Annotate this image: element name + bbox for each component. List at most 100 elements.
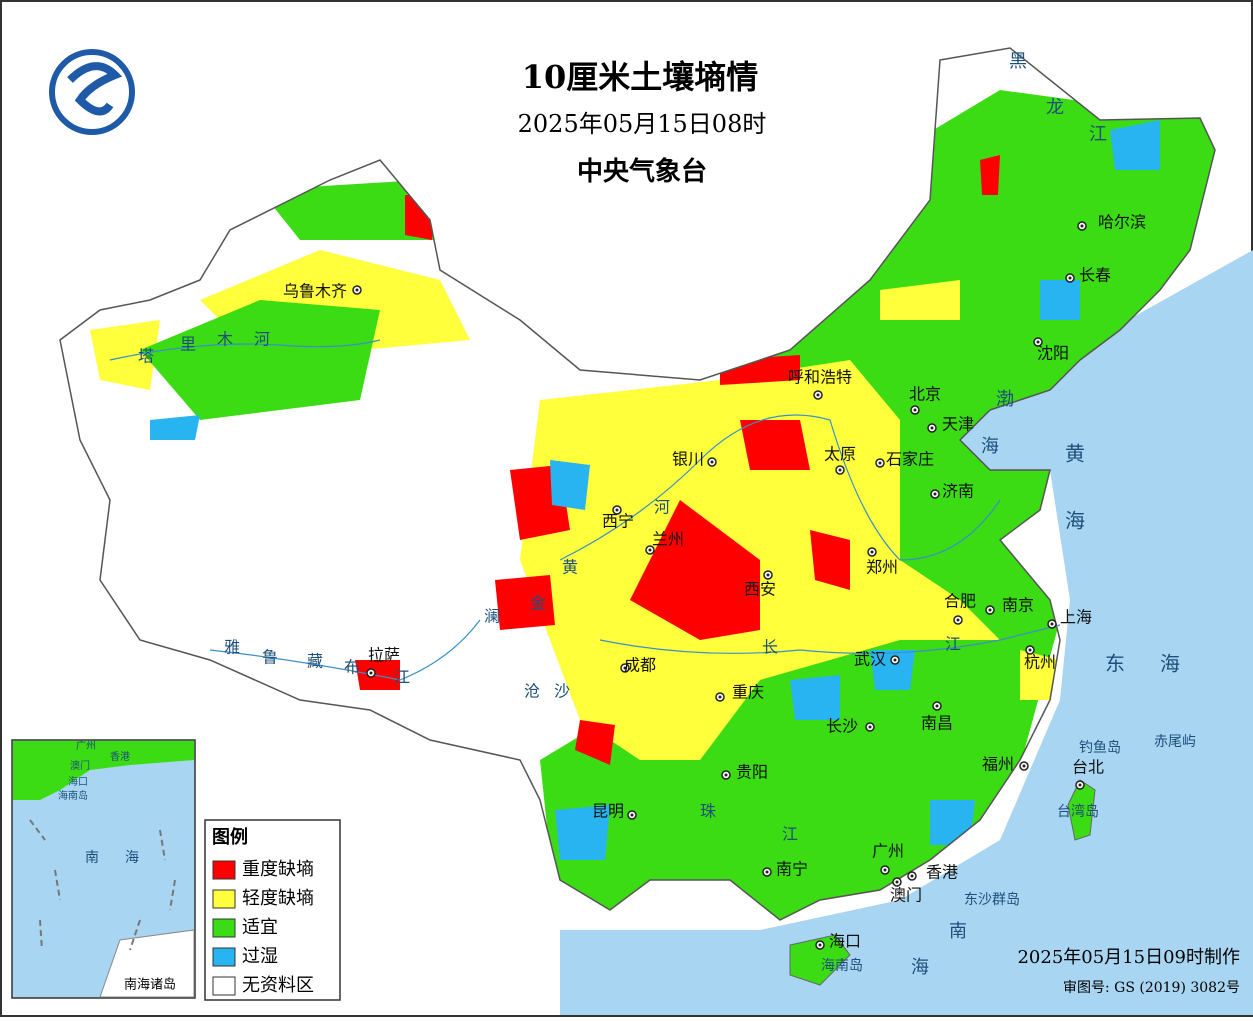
city-dot bbox=[648, 548, 652, 552]
legend-label: 过湿 bbox=[242, 946, 278, 967]
city-dot bbox=[355, 288, 359, 292]
city-label: 福州 bbox=[982, 755, 1014, 774]
city-label: 贵阳 bbox=[736, 763, 768, 782]
city-label: 太原 bbox=[824, 445, 856, 464]
city-label: 长春 bbox=[1079, 266, 1111, 285]
map-label: 沙 bbox=[554, 682, 570, 701]
city-dot bbox=[895, 880, 899, 884]
map-label: 东沙群岛 bbox=[964, 892, 1020, 908]
city-dot bbox=[893, 658, 897, 662]
china-border bbox=[59, 47, 1216, 921]
inset-title: 南海诸岛 bbox=[124, 977, 176, 993]
city-label: 香港 bbox=[926, 863, 958, 882]
city-dot bbox=[724, 773, 728, 777]
legend-label: 无资料区 bbox=[242, 975, 314, 996]
city-label: 澳门 bbox=[890, 886, 922, 905]
map-label: 雅 bbox=[224, 638, 240, 657]
river bbox=[109, 339, 381, 361]
map-label: 澜 bbox=[484, 607, 500, 626]
city-dot bbox=[623, 666, 627, 670]
moisture-area bbox=[1110, 120, 1160, 170]
inset-label: 海 bbox=[125, 850, 139, 866]
city-dot bbox=[838, 468, 842, 472]
river bbox=[559, 414, 1001, 561]
legend-label: 轻度缺墒 bbox=[242, 888, 314, 909]
boundary-dash bbox=[39, 919, 43, 951]
moisture-area bbox=[740, 420, 810, 470]
city-dot bbox=[935, 704, 939, 708]
city-label: 北京 bbox=[909, 385, 941, 404]
map-label: 龙 bbox=[1046, 97, 1064, 118]
map-label: 鲁 bbox=[262, 648, 278, 667]
city-label: 乌鲁木齐 bbox=[283, 282, 347, 301]
taiwan bbox=[1067, 779, 1096, 841]
map-label: 河 bbox=[654, 498, 670, 517]
city-dot bbox=[766, 573, 770, 577]
map-label: 东 bbox=[1105, 652, 1125, 676]
map-label: 钓鱼岛 bbox=[1079, 739, 1121, 756]
map-label: 塔 bbox=[138, 347, 154, 366]
boundary-dash bbox=[29, 819, 46, 841]
header-text: 10厘米土壤墒情 bbox=[522, 58, 759, 96]
city-label: 重庆 bbox=[732, 683, 764, 702]
city-label: 成都 bbox=[624, 656, 656, 675]
boundary-dash bbox=[169, 879, 176, 911]
legend-label: 适宜 bbox=[242, 917, 278, 938]
city-dot bbox=[615, 508, 619, 512]
city-label: 南昌 bbox=[921, 714, 953, 733]
inset-label: 海南岛 bbox=[58, 789, 88, 802]
city-label: 呼和浩特 bbox=[788, 368, 852, 387]
map-label: 江 bbox=[1089, 124, 1107, 145]
city-dot bbox=[1028, 648, 1032, 652]
city-dot bbox=[1080, 224, 1084, 228]
inset-land bbox=[13, 741, 194, 800]
map-label: 海 bbox=[1160, 652, 1180, 676]
city-label: 西安 bbox=[744, 580, 776, 599]
map-label: 海 bbox=[911, 957, 929, 978]
city-dot bbox=[1078, 783, 1082, 787]
map-label: 长 bbox=[762, 638, 778, 657]
city-label: 南宁 bbox=[776, 860, 808, 879]
moisture-area bbox=[1040, 280, 1080, 320]
city-dot bbox=[1068, 276, 1072, 280]
header-text: 中央气象台 bbox=[577, 156, 707, 187]
map-label: 海 bbox=[981, 436, 999, 457]
moisture-area bbox=[550, 460, 590, 510]
city-label: 杭州 bbox=[1024, 653, 1056, 672]
city-dot bbox=[1050, 622, 1054, 626]
boundary-dash bbox=[54, 869, 61, 901]
city-label: 济南 bbox=[942, 482, 974, 501]
map-label: 藏 bbox=[307, 652, 323, 671]
legend-title: 图例 bbox=[212, 826, 248, 848]
inset-label: 海口 bbox=[68, 775, 88, 788]
map-label: 江 bbox=[945, 635, 961, 654]
map-label: 黄 bbox=[1065, 442, 1085, 466]
moisture-area bbox=[870, 650, 915, 690]
city-label: 上海 bbox=[1060, 608, 1092, 627]
map-label: 赤尾屿 bbox=[1154, 734, 1196, 750]
moisture-area bbox=[810, 530, 850, 590]
moisture-area bbox=[980, 155, 1000, 195]
city-label: 拉萨 bbox=[368, 646, 400, 665]
city-dot bbox=[718, 695, 722, 699]
city-dot bbox=[630, 813, 634, 817]
river bbox=[209, 619, 481, 681]
city-dot bbox=[1022, 764, 1026, 768]
map-label: 海 bbox=[1065, 509, 1085, 533]
city-label: 石家庄 bbox=[886, 450, 934, 469]
city-label: 哈尔滨 bbox=[1098, 213, 1146, 232]
legend-label: 重度缺墒 bbox=[242, 859, 314, 880]
moisture-area bbox=[140, 300, 380, 420]
city-dot bbox=[816, 393, 820, 397]
city-dot bbox=[956, 618, 960, 622]
map-label: 珠 bbox=[700, 802, 716, 821]
map-label: 江 bbox=[394, 668, 410, 687]
map-label: 黄 bbox=[562, 558, 578, 577]
legend-swatch bbox=[212, 889, 236, 909]
city-dot bbox=[765, 870, 769, 874]
city-label: 郑州 bbox=[866, 558, 898, 577]
hainan bbox=[789, 934, 851, 986]
city-dot bbox=[930, 426, 934, 430]
city-label: 银川 bbox=[672, 450, 704, 469]
